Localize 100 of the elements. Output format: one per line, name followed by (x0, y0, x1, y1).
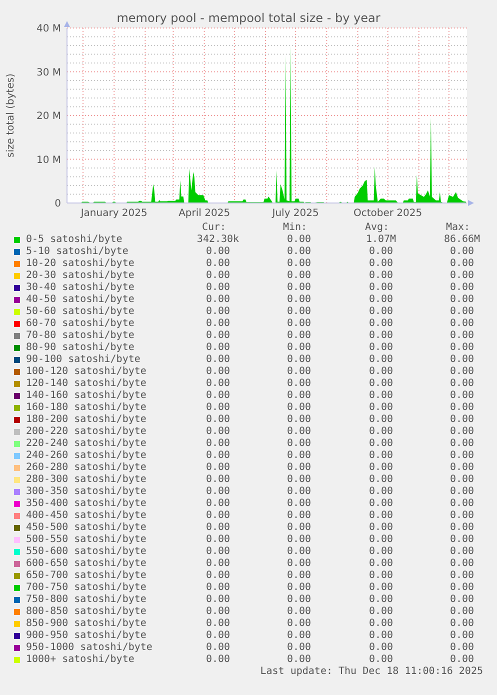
text: 0.00 (450, 630, 474, 642)
text: 0.00 (206, 378, 230, 390)
legend-label: 90-100 satoshi/byte (26, 354, 140, 366)
text: 0.00 (368, 462, 394, 474)
x-tick-label: October 2025 (353, 208, 422, 220)
text: 0.00 (286, 354, 312, 366)
text: 0.00 (368, 546, 394, 558)
text: 0.00 (286, 390, 312, 402)
legend-label: 120-140 satoshi/byte (26, 378, 146, 390)
text: 0.00 (368, 390, 394, 402)
text: 0.00 (450, 402, 474, 414)
text: 0.00 (206, 594, 230, 606)
text: 0.00 (206, 438, 230, 450)
text: 0.00 (368, 282, 394, 294)
legend-label: 0-5 satoshi/byte (26, 234, 122, 246)
text: 0.00 (286, 606, 312, 618)
text: 0.00 (206, 570, 230, 582)
text: 0.00 (368, 342, 394, 354)
text: 0.00 (368, 306, 394, 318)
text: 0.00 (368, 558, 394, 570)
text: 0.00 (206, 498, 230, 510)
text: 0.00 (286, 498, 312, 510)
text: 0.00 (206, 474, 230, 486)
text: 0.00 (368, 426, 394, 438)
text: 0.00 (368, 378, 394, 390)
text: 0.00 (286, 522, 312, 534)
text: 0.00 (368, 582, 394, 594)
text: 0.00 (450, 414, 474, 426)
text: 0.00 (206, 354, 230, 366)
text: 0.00 (206, 258, 230, 270)
text: 0.00 (450, 618, 474, 630)
text: 0.00 (368, 570, 394, 582)
y-tick-label: 10 M (36, 154, 61, 166)
text: 0.00 (206, 294, 230, 306)
text: 0.00 (450, 282, 474, 294)
text: 0.00 (206, 486, 230, 498)
text: Max: (446, 222, 470, 234)
text: 0.00 (206, 582, 230, 594)
legend-label: 850-900 satoshi/byte (26, 618, 146, 630)
y-tick-label: 20 M (36, 111, 61, 122)
text: 0.00 (450, 462, 474, 474)
text: 0.00 (286, 534, 312, 546)
text: 0.00 (450, 534, 474, 546)
text: 0.00 (286, 246, 312, 258)
text: 0.00 (368, 318, 394, 330)
text: 0.00 (450, 294, 474, 306)
text: 0.00 (206, 246, 230, 258)
text: 0.00 (368, 402, 394, 414)
text: 0.00 (450, 594, 474, 606)
text: 0.00 (206, 558, 230, 570)
legend-label: 180-200 satoshi/byte (26, 414, 146, 426)
text: 0.00 (450, 486, 474, 498)
text: 0.00 (450, 510, 474, 522)
text: 0.00 (450, 450, 474, 462)
text: 0.00 (286, 438, 312, 450)
text: 0.00 (286, 462, 312, 474)
text: 0.00 (206, 510, 230, 522)
text: 0.00 (286, 582, 312, 594)
legend-label: 40-50 satoshi/byte (26, 294, 134, 306)
text: Cur: (202, 222, 226, 234)
text: 0.00 (450, 558, 474, 570)
text: 0.00 (286, 282, 312, 294)
text: 0.00 (450, 546, 474, 558)
legend-label: 1000+ satoshi/byte (26, 654, 134, 666)
text: 0.00 (206, 342, 230, 354)
text: 0.00 (286, 630, 312, 642)
x-tick-label: July 2025 (271, 208, 319, 220)
legend-label: 900-950 satoshi/byte (26, 630, 146, 642)
text: 0.00 (286, 558, 312, 570)
text: 0.00 (206, 270, 230, 282)
text: 0.00 (286, 306, 312, 318)
legend-label: 400-450 satoshi/byte (26, 510, 146, 522)
text: 0.00 (368, 522, 394, 534)
text: 0.00 (450, 654, 474, 666)
text: 0.00 (368, 606, 394, 618)
text: 0.00 (368, 294, 394, 306)
y-tick-label: 40 M (36, 24, 61, 35)
text: 342.30k (196, 234, 240, 246)
text: 0.00 (368, 510, 394, 522)
text: 0.00 (368, 486, 394, 498)
text: 0.00 (450, 582, 474, 594)
text: 0.00 (450, 342, 474, 354)
text: 0.00 (206, 318, 230, 330)
text: 0.00 (206, 642, 230, 654)
legend-label: 750-800 satoshi/byte (26, 594, 146, 606)
text: 0.00 (286, 366, 312, 378)
text: 0.00 (206, 618, 230, 630)
text: 0.00 (450, 522, 474, 534)
text: 0.00 (450, 330, 474, 342)
text: 0.00 (368, 594, 394, 606)
legend-label: 140-160 satoshi/byte (26, 390, 146, 402)
text: 0.00 (450, 570, 474, 582)
text: 0.00 (286, 270, 312, 282)
text: 0.00 (450, 378, 474, 390)
text: 0.00 (206, 330, 230, 342)
legend-label: 30-40 satoshi/byte (26, 282, 134, 294)
legend-label: 300-350 satoshi/byte (26, 486, 146, 498)
x-tick-label: January 2025 (80, 208, 148, 220)
text: 0.00 (206, 534, 230, 546)
text: 0.00 (450, 438, 474, 450)
